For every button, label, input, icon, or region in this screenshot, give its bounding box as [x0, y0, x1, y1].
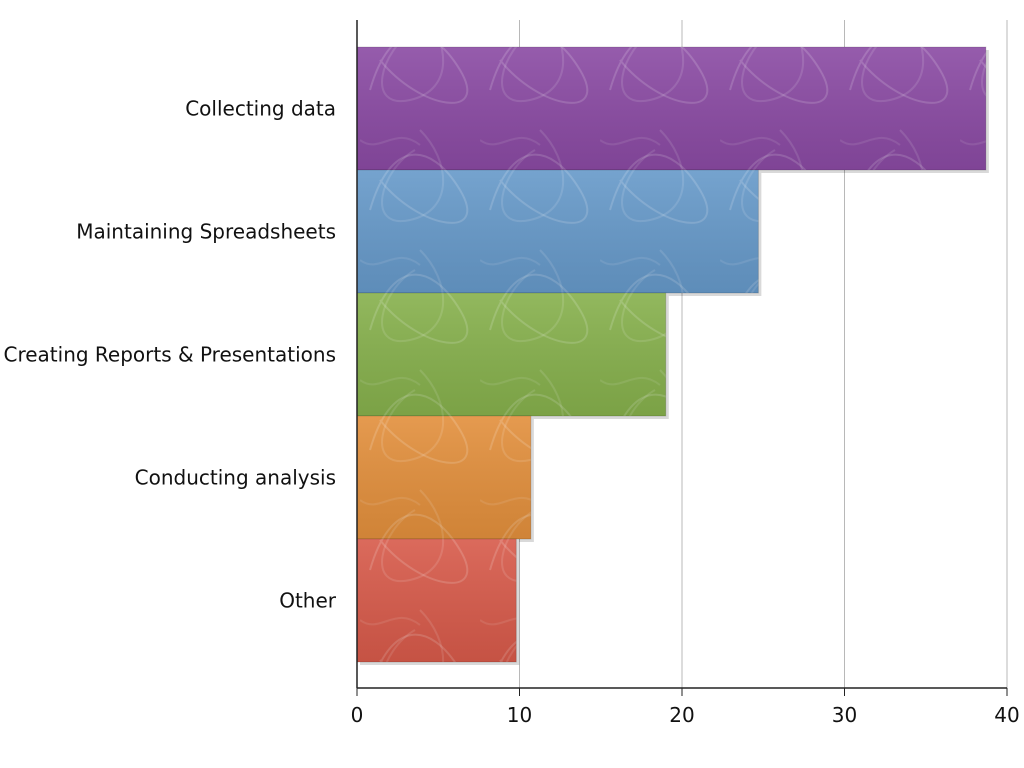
axes	[356, 20, 1008, 696]
bar-shade	[357, 293, 666, 416]
x-tick-label: 40	[994, 703, 1019, 727]
x-tick-labels: 0 10 20 30 40	[351, 703, 1020, 727]
x-tick-label: 30	[832, 703, 857, 727]
bar-shade	[357, 170, 759, 293]
category-label: Maintaining Spreadsheets	[76, 220, 336, 244]
category-label: Conducting analysis	[135, 466, 336, 490]
category-label: Other	[279, 589, 337, 613]
bars	[356, 46, 989, 665]
category-label: Creating Reports & Presentations	[4, 343, 337, 367]
category-labels: Collecting data Maintaining Spreadsheets C…	[4, 97, 337, 613]
x-tick-label: 10	[507, 703, 532, 727]
x-tick-label: 20	[669, 703, 694, 727]
x-tick-label: 0	[351, 703, 364, 727]
bar-shade	[357, 416, 531, 539]
category-label: Collecting data	[185, 97, 336, 121]
bar-shade	[357, 47, 986, 170]
bar-shade	[357, 539, 517, 662]
